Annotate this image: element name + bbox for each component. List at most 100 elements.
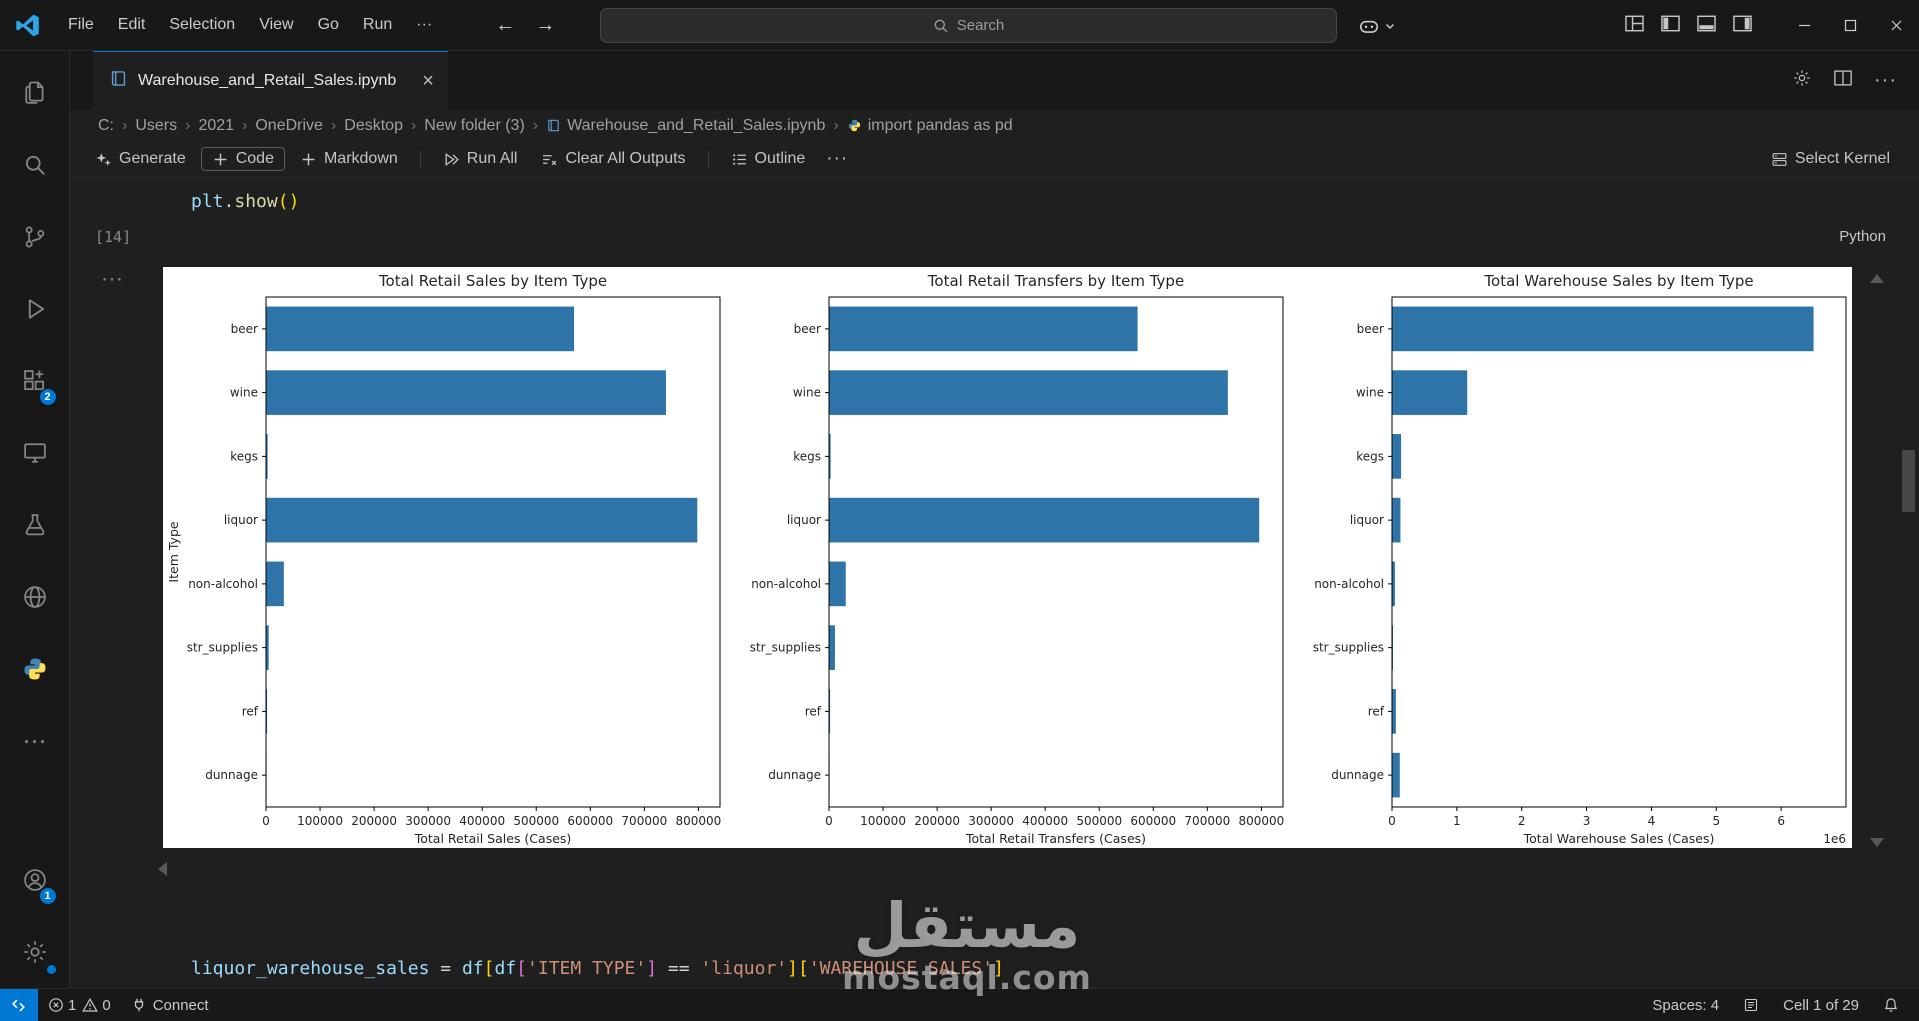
- connect-button[interactable]: Connect: [121, 989, 219, 1021]
- breadcrumb-item-desktop[interactable]: Desktop: [344, 116, 403, 134]
- notebook-file-icon: [548, 119, 559, 132]
- maximize-button[interactable]: [1827, 0, 1873, 51]
- tab-warehouse-notebook[interactable]: Warehouse_and_Retail_Sales.ipynb ×: [93, 51, 448, 110]
- svg-text:non-alcohol: non-alcohol: [751, 577, 821, 591]
- svg-text:100000: 100000: [297, 814, 343, 828]
- menu-view[interactable]: View: [259, 16, 294, 33]
- sidebar-item-search[interactable]: [0, 129, 70, 201]
- menu-selection[interactable]: Selection: [169, 16, 236, 33]
- scroll-up-arrow-icon[interactable]: [1870, 274, 1884, 283]
- menu-edit[interactable]: Edit: [117, 16, 146, 33]
- back-button[interactable]: ←: [495, 13, 516, 36]
- sidebar-item-remote-explorer[interactable]: [0, 417, 70, 489]
- gear-icon: [23, 941, 46, 963]
- sidebar-item-extensions[interactable]: 2: [0, 345, 70, 417]
- settings-button[interactable]: [0, 916, 70, 988]
- add-markdown-cell-button[interactable]: Markdown: [291, 147, 407, 171]
- svg-text:beer: beer: [1357, 322, 1384, 336]
- add-code-cell-button[interactable]: Code: [200, 147, 285, 171]
- svg-text:0: 0: [262, 814, 270, 828]
- breadcrumb-item-new-folder[interactable]: New folder (3): [424, 116, 525, 134]
- sidebar-item-python[interactable]: [0, 633, 70, 705]
- clear-all-outputs-button[interactable]: Clear All Outputs: [532, 147, 694, 171]
- code-cell-1[interactable]: plt.show(): [191, 191, 300, 212]
- sidebar-item-explorer[interactable]: [0, 57, 70, 129]
- sidebar-item-run-debug[interactable]: [0, 273, 70, 345]
- breadcrumb-separator-icon: [120, 117, 129, 135]
- outline-button[interactable]: Outline: [722, 147, 815, 171]
- forward-button[interactable]: →: [535, 13, 556, 36]
- chart-svg: Total Retail Sales by Item Type beer wine k…: [166, 272, 721, 846]
- breadcrumb-item-users[interactable]: Users: [135, 116, 178, 134]
- breadcrumb-item-file[interactable]: Warehouse_and_Retail_Sales.ipynb: [543, 117, 828, 135]
- minimize-button[interactable]: [1781, 0, 1827, 51]
- settings-badge: [45, 964, 57, 975]
- customize-layout-icon[interactable]: [1624, 13, 1645, 39]
- menu-overflow[interactable]: ···: [416, 16, 433, 33]
- svg-text:Total Retail Transfers by Item: Total Retail Transfers by Item Type: [927, 272, 1184, 290]
- svg-text:liquor: liquor: [224, 513, 258, 527]
- notebook-icon: [1745, 998, 1758, 1012]
- svg-text:dunnage: dunnage: [768, 768, 821, 782]
- menu-file[interactable]: File: [68, 16, 94, 33]
- cell-indicator[interactable]: Cell 1 of 29: [1783, 996, 1859, 1014]
- copilot-icon: [1359, 20, 1379, 33]
- add-code-label: Code: [235, 150, 274, 167]
- account-icon: [23, 869, 46, 891]
- toolbar-more-button[interactable]: ···: [826, 148, 849, 169]
- scroll-left-arrow-icon[interactable]: [158, 862, 167, 876]
- copilot-menu[interactable]: [1358, 0, 1396, 51]
- remote-icon: [11, 999, 25, 1011]
- chart-total-retail-sales: Total Retail Sales by Item Type beer wine k…: [163, 267, 726, 846]
- select-kernel-button[interactable]: Select Kernel: [1762, 147, 1899, 171]
- command-center-search[interactable]: Search: [600, 8, 1337, 43]
- accounts-button[interactable]: 1: [0, 844, 70, 916]
- generate-label: Generate: [119, 150, 186, 167]
- breadcrumb-item-2021[interactable]: 2021: [198, 116, 235, 134]
- editor-more-icon[interactable]: ···: [1874, 69, 1897, 91]
- sidebar-item-source-control[interactable]: [0, 201, 70, 273]
- sidebar-item-testing[interactable]: [0, 489, 70, 561]
- code-cell-2[interactable]: liquor_warehouse_sales = df[df['ITEM TYP…: [191, 958, 1004, 979]
- notifications-button[interactable]: [1875, 997, 1907, 1013]
- warning-icon: [82, 997, 99, 1012]
- svg-text:500000: 500000: [1076, 814, 1122, 828]
- chart-svg: Total Retail Transfers by Item Type beer w…: [750, 272, 1285, 846]
- outline-icon: [732, 153, 746, 165]
- execution-count: [14]: [95, 228, 132, 246]
- notebook-file-icon: [109, 69, 128, 93]
- toggle-sidebar-icon[interactable]: [1660, 13, 1681, 39]
- activity-bar-more[interactable]: ⋯: [22, 727, 47, 755]
- close-button[interactable]: [1873, 0, 1919, 51]
- toggle-secondary-sidebar-icon[interactable]: [1732, 13, 1753, 39]
- tab-close-icon[interactable]: ×: [422, 70, 434, 92]
- sparkle-icon: [96, 152, 111, 166]
- split-editor-icon[interactable]: [1833, 68, 1853, 93]
- cell-language-picker[interactable]: Python: [1839, 228, 1886, 245]
- toggle-panel-icon[interactable]: [1696, 13, 1717, 39]
- breadcrumb-item-onedrive[interactable]: OneDrive: [255, 116, 323, 134]
- extensions-icon: [23, 370, 44, 391]
- problems-indicator[interactable]: 1 0: [38, 989, 121, 1021]
- toolbar-divider: [419, 150, 421, 168]
- menu-go[interactable]: Go: [317, 16, 339, 33]
- run-all-button[interactable]: Run All: [434, 147, 527, 171]
- menu-run[interactable]: Run: [362, 16, 393, 33]
- generate-button[interactable]: Generate: [86, 147, 195, 171]
- indent-indicator[interactable]: Spaces: 4: [1652, 996, 1720, 1014]
- breadcrumb-separator-icon: [183, 117, 192, 135]
- notebook-settings-icon[interactable]: [1792, 68, 1812, 93]
- breadcrumb-item-drive[interactable]: C:: [98, 116, 114, 134]
- svg-text:ref: ref: [805, 704, 822, 718]
- remote-indicator[interactable]: [0, 989, 38, 1021]
- svg-text:300000: 300000: [968, 814, 1014, 828]
- breadcrumb-item-cell[interactable]: import pandas as pd: [844, 117, 1016, 135]
- plus-icon: [302, 153, 315, 165]
- scrollbar-thumb[interactable]: [1902, 450, 1915, 512]
- activity-bar: 2 ⋯ 1: [0, 51, 70, 988]
- scroll-down-arrow-icon[interactable]: [1870, 838, 1884, 847]
- tab-label: Warehouse_and_Retail_Sales.ipynb: [138, 72, 397, 89]
- cell-actions-more-icon[interactable]: ⋯: [101, 266, 124, 291]
- notebook-layout-indicator[interactable]: [1735, 997, 1767, 1013]
- sidebar-item-globe[interactable]: [0, 561, 70, 633]
